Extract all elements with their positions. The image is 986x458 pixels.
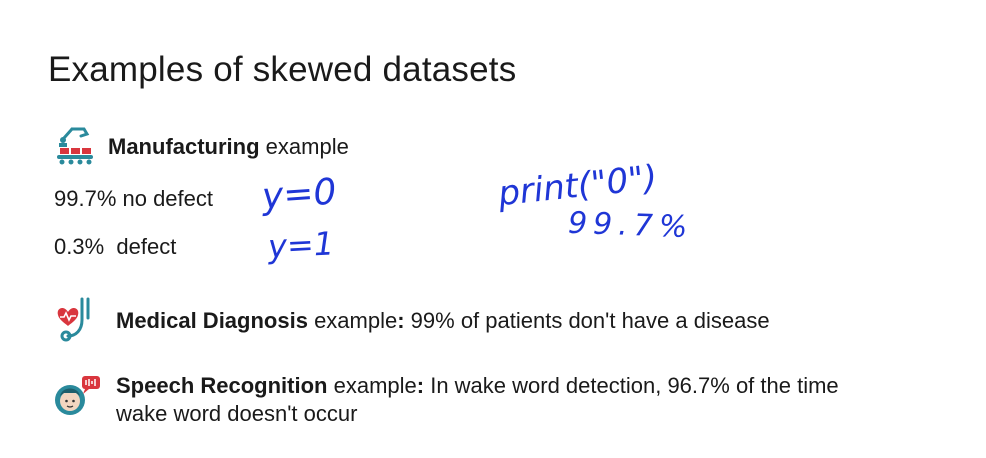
handwriting-percent: 99.7%	[567, 205, 694, 246]
handwriting-y1: y=1	[267, 224, 336, 266]
manufacturing-heading-rest: example	[259, 134, 349, 159]
stethoscope-heart-icon	[57, 297, 90, 342]
medical-text: 99% of patients don't have a disease	[404, 308, 770, 333]
manufacturing-heading: Manufacturing example	[108, 134, 349, 160]
medical-line: Medical Diagnosis example: 99% of patien…	[116, 308, 770, 334]
speech-colon: :	[416, 373, 425, 398]
manufacturing-line-defect: 0.3% defect	[54, 234, 177, 259]
medical-rest: example	[307, 308, 398, 333]
speech-bold: Speech Recognition	[116, 373, 328, 398]
manufacturing-heading-bold: Manufacturing	[108, 134, 260, 159]
speech-line-1: Speech Recognition example: In wake word…	[116, 373, 839, 399]
robot-arm-conveyor-icon	[57, 127, 93, 165]
speech-text-1: In wake word detection, 96.7% of the tim…	[424, 373, 839, 398]
slide-title: Examples of skewed datasets	[48, 50, 517, 89]
handwriting-y0: y=0	[260, 171, 338, 218]
person-speech-icon	[55, 376, 100, 415]
speech-line-2: wake word doesn't occur	[116, 401, 358, 426]
medical-bold: Medical Diagnosis	[116, 308, 308, 333]
manufacturing-line-no-defect: 99.7% no defect	[54, 186, 214, 211]
speech-rest: example	[327, 373, 417, 398]
medical-colon: :	[397, 308, 405, 333]
